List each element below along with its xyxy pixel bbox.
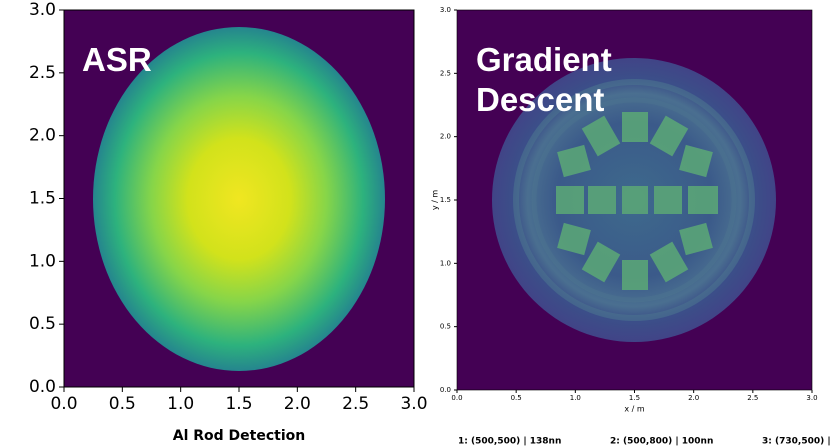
panel-title: ASR xyxy=(82,41,152,78)
x-tick-label: 3.0 xyxy=(400,394,427,414)
y-tick-label: 0.5 xyxy=(29,314,56,334)
x-tick-label: 1.5 xyxy=(629,394,640,402)
y-tick-label: 3.0 xyxy=(29,0,56,20)
y-tick-label: 1.0 xyxy=(29,251,56,271)
panel-title: Gradient Descent xyxy=(476,41,612,118)
annotation: 3: (730,500) | 7 xyxy=(762,437,832,446)
x-tick-label: 2.5 xyxy=(342,394,369,414)
y-tick-label: 0.0 xyxy=(440,386,451,394)
y-tick-label: 0.5 xyxy=(440,323,451,331)
heatmap-image xyxy=(457,10,812,390)
x-axis-label: x / m xyxy=(624,405,645,414)
y-tick-label: 3.0 xyxy=(440,6,451,14)
x-tick-label: 0.0 xyxy=(451,394,462,402)
x-tick-label: 0.0 xyxy=(50,394,77,414)
y-tick-label: 0.0 xyxy=(29,377,56,397)
y-tick-label: 2.5 xyxy=(29,63,56,83)
annotation: 1: (500,500) | 138nn xyxy=(458,437,561,446)
y-tick-label: 2.0 xyxy=(29,126,56,146)
y-axis-label: y / m xyxy=(431,190,440,211)
annotation: 2: (500,800) | 100nn xyxy=(610,437,713,446)
y-tick-label: 2.0 xyxy=(440,133,451,141)
heatmap-image xyxy=(64,10,414,387)
x-tick-label: 2.0 xyxy=(688,394,699,402)
y-tick-label: 1.5 xyxy=(440,196,451,204)
x-tick-label: 1.0 xyxy=(167,394,194,414)
x-tick-label: 0.5 xyxy=(511,394,522,402)
y-tick-label: 1.5 xyxy=(29,189,56,209)
x-tick-label: 2.0 xyxy=(284,394,311,414)
y-tick-label: 1.0 xyxy=(440,259,451,267)
x-axis-label: Al Rod Detection xyxy=(173,428,305,444)
x-tick-label: 1.0 xyxy=(570,394,581,402)
x-tick-label: 0.5 xyxy=(109,394,136,414)
x-tick-label: 2.5 xyxy=(747,394,758,402)
x-tick-label: 3.0 xyxy=(806,394,817,402)
x-tick-label: 1.5 xyxy=(225,394,252,414)
y-tick-label: 2.5 xyxy=(440,69,451,77)
